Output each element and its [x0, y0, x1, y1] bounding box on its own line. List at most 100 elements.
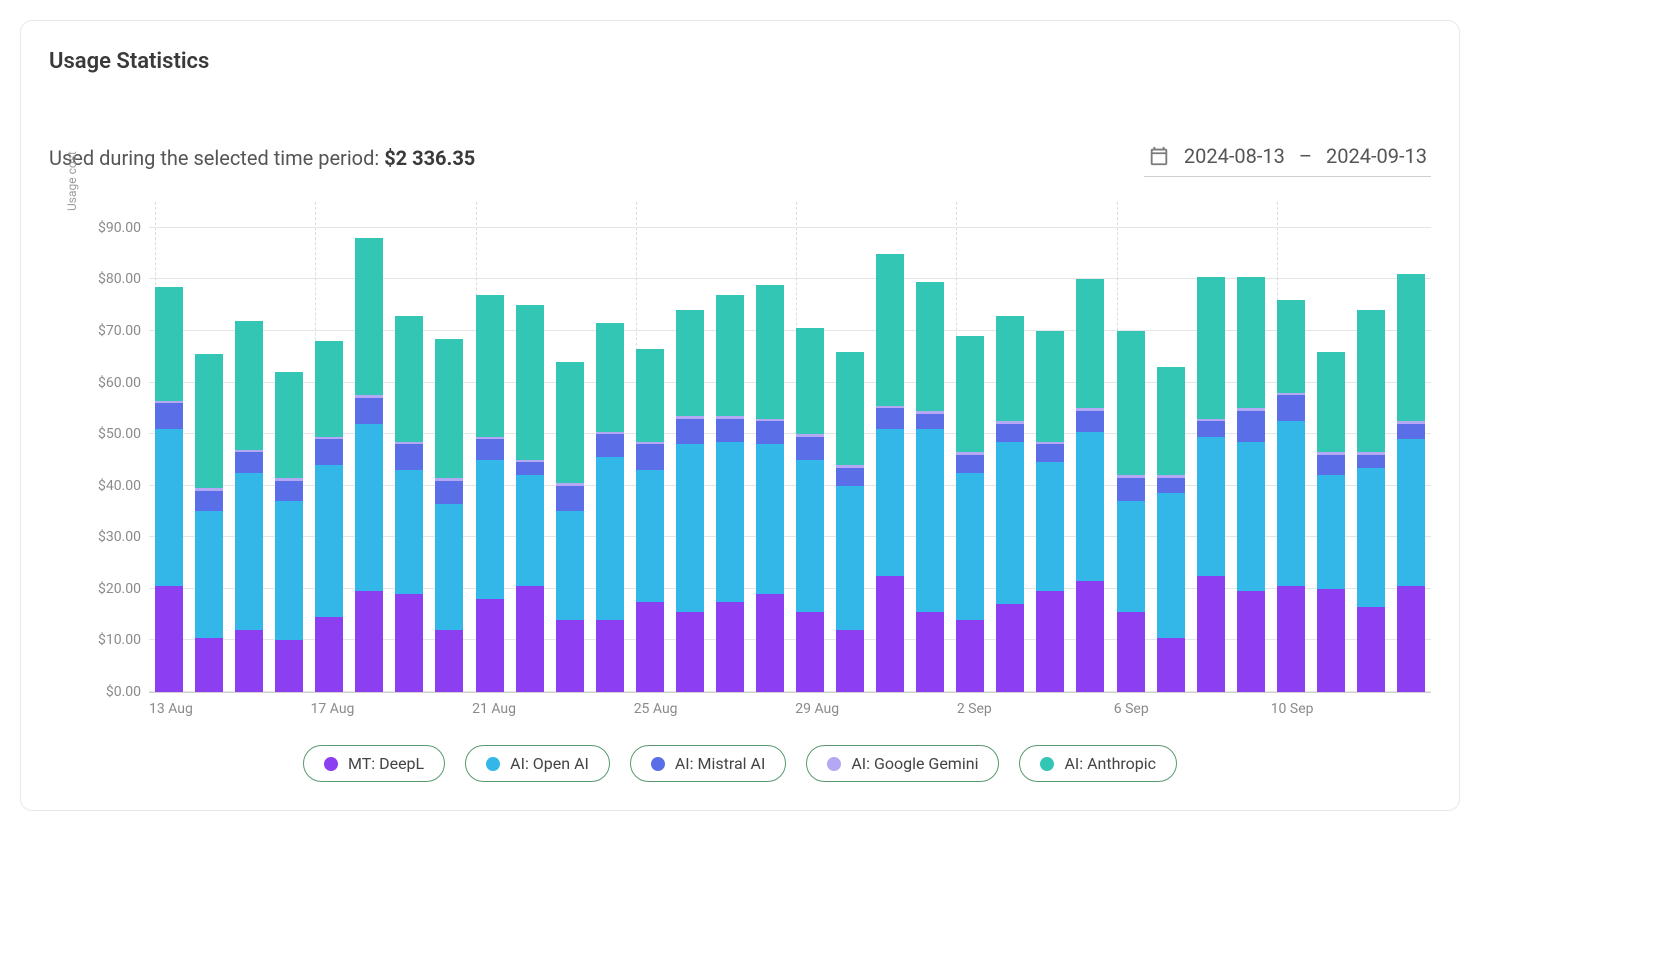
summary-amount: $2 336.35: [384, 146, 475, 170]
bar-segment-mistral: [435, 481, 463, 504]
bar-segment-openai: [756, 444, 784, 594]
stacked-bar[interactable]: [435, 339, 463, 692]
stacked-bar[interactable]: [916, 282, 944, 692]
stacked-bar[interactable]: [1397, 274, 1425, 692]
stacked-bar[interactable]: [355, 238, 383, 692]
x-tick-label: 17 Aug: [311, 701, 355, 717]
bar-segment-openai: [1036, 462, 1064, 591]
legend-item-anthropic[interactable]: AI: Anthropic: [1019, 745, 1177, 782]
bar-segment-mistral: [876, 408, 904, 429]
stacked-bar[interactable]: [836, 352, 864, 692]
bar-segment-openai: [836, 486, 864, 630]
bar-segment-mistral: [1317, 455, 1345, 476]
bar-slot: [590, 323, 630, 692]
stacked-bar[interactable]: [956, 336, 984, 692]
chart-plot-area: $0.00$10.00$20.00$30.00$40.00$50.00$60.0…: [149, 201, 1431, 693]
y-tick-label: $80.00: [79, 271, 141, 287]
stacked-bar[interactable]: [1036, 331, 1064, 692]
stacked-bar[interactable]: [1357, 310, 1385, 692]
bar-segment-anthropic: [476, 295, 504, 437]
stacked-bar[interactable]: [676, 310, 704, 692]
stacked-bar[interactable]: [235, 321, 263, 692]
bar-segment-openai: [596, 457, 624, 619]
stacked-bar[interactable]: [596, 323, 624, 692]
legend-item-openai[interactable]: AI: Open AI: [465, 745, 610, 782]
stacked-bar[interactable]: [1076, 279, 1104, 692]
bar-segment-deepl: [1277, 586, 1305, 692]
stacked-bar[interactable]: [1157, 367, 1185, 692]
legend-label: AI: Anthropic: [1064, 754, 1156, 773]
bar-segment-deepl: [1357, 607, 1385, 692]
stacked-bar[interactable]: [756, 285, 784, 692]
calendar-icon: [1148, 145, 1170, 167]
stacked-bar[interactable]: [796, 328, 824, 692]
stacked-bar[interactable]: [716, 295, 744, 692]
date-range-picker[interactable]: 2024-08-13 – 2024-09-13: [1144, 138, 1431, 177]
bar-segment-deepl: [836, 630, 864, 692]
x-tick-label: [1231, 701, 1270, 717]
stacked-bar[interactable]: [195, 354, 223, 692]
legend-dot: [827, 757, 841, 771]
stacked-bar[interactable]: [395, 316, 423, 693]
bar-segment-mistral: [636, 444, 664, 470]
legend-dot: [651, 757, 665, 771]
x-tick-label: [1192, 701, 1231, 717]
bar-segment-openai: [1157, 493, 1185, 637]
bar-segment-deepl: [916, 612, 944, 692]
date-start: 2024-08-13: [1184, 144, 1285, 168]
legend-item-mistral[interactable]: AI: Mistral AI: [630, 745, 786, 782]
bar-segment-deepl: [756, 594, 784, 692]
stacked-bar[interactable]: [1117, 331, 1145, 692]
bar-segment-mistral: [1277, 395, 1305, 421]
legend-dot: [1040, 757, 1054, 771]
legend-item-deepl[interactable]: MT: DeepL: [303, 745, 445, 782]
bar-segment-openai: [956, 473, 984, 620]
x-tick-label: [594, 701, 633, 717]
bar-segment-deepl: [315, 617, 343, 692]
x-tick-label: 21 Aug: [472, 701, 516, 717]
chart-legend: MT: DeepL AI: Open AI AI: Mistral AI AI: Go…: [49, 745, 1431, 782]
bar-slot: [710, 295, 750, 692]
stacked-bar[interactable]: [636, 349, 664, 692]
stacked-bar[interactable]: [1237, 277, 1265, 692]
x-tick-label: [717, 701, 756, 717]
bar-segment-anthropic: [556, 362, 584, 483]
legend-label: MT: DeepL: [348, 754, 424, 773]
y-tick-label: $60.00: [79, 375, 141, 391]
bar-segment-deepl: [1076, 581, 1104, 692]
stacked-bar[interactable]: [275, 372, 303, 692]
x-tick-label: [1153, 701, 1192, 717]
x-tick-label: [516, 701, 555, 717]
bar-segment-mistral: [1076, 411, 1104, 432]
stacked-bar[interactable]: [996, 316, 1024, 693]
bar-segment-anthropic: [235, 321, 263, 450]
date-separator: –: [1299, 144, 1312, 168]
bar-slot: [1351, 310, 1391, 692]
stacked-bar[interactable]: [155, 287, 183, 692]
bar-segment-anthropic: [1036, 331, 1064, 442]
stacked-bar[interactable]: [1197, 277, 1225, 692]
bar-slot: [990, 316, 1030, 693]
x-tick-label: 6 Sep: [1114, 701, 1153, 717]
legend-item-gemini[interactable]: AI: Google Gemini: [806, 745, 999, 782]
bar-segment-openai: [796, 460, 824, 612]
bar-segment-mistral: [556, 486, 584, 512]
x-tick-label: [756, 701, 795, 717]
bar-segment-deepl: [1157, 638, 1185, 692]
stacked-bar[interactable]: [476, 295, 504, 692]
stacked-bar[interactable]: [516, 305, 544, 692]
bar-slot: [670, 310, 710, 692]
stacked-bar[interactable]: [315, 341, 343, 692]
y-tick-label: $50.00: [79, 426, 141, 442]
x-tick-label: [1035, 701, 1074, 717]
stacked-bar[interactable]: [1317, 352, 1345, 692]
stacked-bar[interactable]: [556, 362, 584, 692]
bar-segment-openai: [1357, 468, 1385, 607]
stacked-bar[interactable]: [876, 254, 904, 692]
stacked-bar[interactable]: [1277, 300, 1305, 692]
bar-segment-openai: [315, 465, 343, 617]
x-tick-label: [271, 701, 310, 717]
bar-slot: [349, 238, 389, 692]
bar-segment-openai: [1237, 442, 1265, 592]
x-tick-label: [394, 701, 433, 717]
